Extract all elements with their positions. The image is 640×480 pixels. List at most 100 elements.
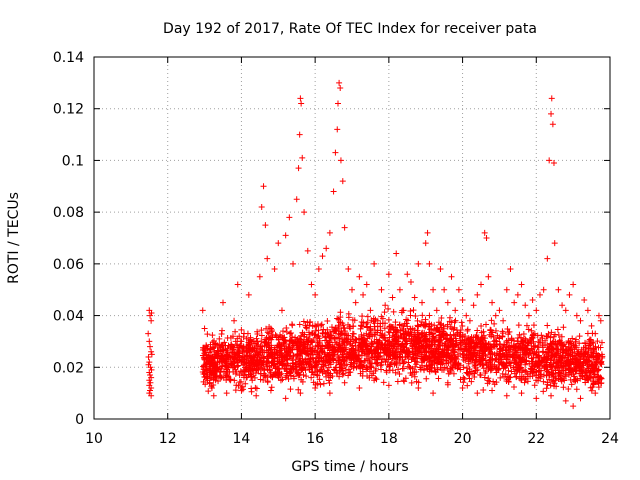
data-point <box>524 340 531 347</box>
data-point <box>592 330 599 337</box>
data-point <box>472 356 479 363</box>
data-point <box>304 338 311 345</box>
data-point <box>410 307 417 314</box>
data-point <box>492 312 499 319</box>
data-point <box>209 332 216 339</box>
data-point <box>452 317 459 324</box>
data-point <box>440 354 447 361</box>
data-point <box>289 346 296 353</box>
data-point <box>271 266 278 273</box>
data-point <box>557 370 564 377</box>
data-point <box>234 281 241 288</box>
data-point <box>266 344 273 351</box>
data-point <box>522 367 529 374</box>
data-point <box>210 370 217 377</box>
data-point <box>202 381 209 388</box>
data-point <box>402 341 409 348</box>
data-point <box>312 291 319 298</box>
data-point <box>537 336 544 343</box>
data-point <box>544 255 551 262</box>
data-point <box>376 337 383 344</box>
data-point <box>449 364 456 371</box>
data-point <box>487 367 494 374</box>
data-point <box>325 377 332 384</box>
data-point <box>316 376 323 383</box>
data-point <box>329 343 336 350</box>
data-point <box>491 381 498 388</box>
data-point <box>396 353 403 360</box>
data-point <box>200 364 207 371</box>
data-point <box>433 307 440 314</box>
data-point <box>525 326 532 333</box>
data-point <box>585 345 592 352</box>
plot-frame <box>93 56 611 420</box>
data-point <box>147 387 154 394</box>
data-point <box>423 352 430 359</box>
data-point <box>295 165 302 172</box>
data-point <box>338 345 345 352</box>
data-point <box>349 342 356 349</box>
data-point <box>363 281 370 288</box>
data-point <box>231 354 238 361</box>
data-point <box>284 352 291 359</box>
data-point <box>477 372 484 379</box>
data-point <box>357 362 364 369</box>
data-point <box>471 340 478 347</box>
data-point <box>441 325 448 332</box>
y-tick-label: 0.14 <box>53 50 84 66</box>
data-point <box>489 355 496 362</box>
data-point <box>494 332 501 339</box>
data-point <box>389 348 396 355</box>
data-point <box>356 384 363 391</box>
data-point <box>296 131 303 138</box>
data-point <box>407 340 414 347</box>
data-point <box>422 321 429 328</box>
data-point <box>334 100 341 107</box>
data-point <box>286 214 293 221</box>
data-point <box>397 348 404 355</box>
data-point <box>289 357 296 364</box>
data-point <box>288 329 295 336</box>
data-point <box>533 395 540 402</box>
data-point <box>573 386 580 393</box>
data-point <box>508 368 515 375</box>
data-point <box>337 309 344 316</box>
data-point <box>412 312 419 319</box>
data-point <box>312 381 319 388</box>
y-tick-label: 0.12 <box>53 102 84 118</box>
data-point <box>444 379 451 386</box>
data-point <box>339 356 346 363</box>
data-point <box>364 365 371 372</box>
data-point <box>416 334 423 341</box>
data-point <box>313 371 320 378</box>
data-point <box>515 335 522 342</box>
data-point <box>417 366 424 373</box>
data-point <box>497 354 504 361</box>
data-point <box>562 372 569 379</box>
data-point <box>314 368 321 375</box>
data-point <box>496 307 503 314</box>
data-point <box>216 335 223 342</box>
data-point <box>453 341 460 348</box>
data-point <box>452 307 459 314</box>
data-point <box>464 327 471 334</box>
data-point <box>528 358 535 365</box>
data-point <box>474 341 481 348</box>
data-point <box>200 363 207 370</box>
data-point <box>306 358 313 365</box>
data-point <box>324 351 331 358</box>
data-point <box>595 344 602 351</box>
data-point <box>565 386 572 393</box>
data-point <box>458 319 465 326</box>
data-point <box>478 322 485 329</box>
data-point <box>290 373 297 380</box>
data-point <box>450 326 457 333</box>
data-point <box>548 95 555 102</box>
y-tick-label: 0 <box>75 412 84 428</box>
data-point <box>489 299 496 306</box>
data-point <box>391 361 398 368</box>
data-point <box>212 377 219 384</box>
data-point <box>241 330 248 337</box>
data-point <box>201 356 208 363</box>
data-point <box>471 370 478 377</box>
